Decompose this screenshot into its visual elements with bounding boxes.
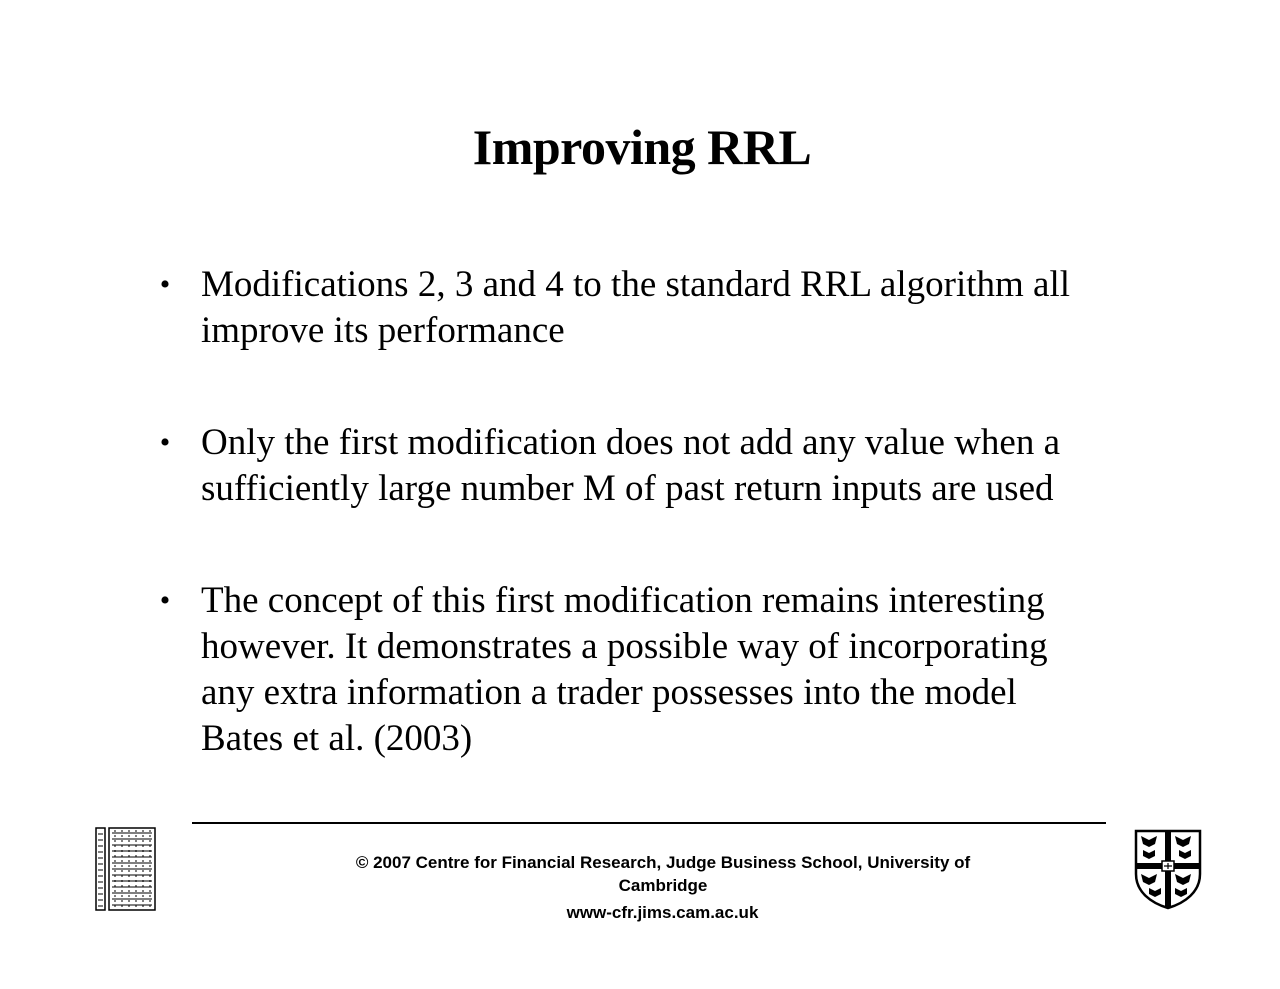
bullet-list: • Modifications 2, 3 and 4 to the standa…	[150, 262, 1150, 762]
footer-url: www-cfr.jims.cam.ac.uk	[566, 903, 759, 922]
footer-copyright-line: Cambridge	[618, 876, 708, 895]
bullet-dot-icon: •	[159, 426, 171, 459]
footer-divider	[192, 822, 1106, 824]
bullet-line: Bates et al. (2003)	[201, 718, 473, 759]
university-of-cambridge-crest-icon	[1133, 828, 1203, 910]
slide-title: Improving RRL	[472, 119, 812, 175]
bullet-line: The concept of this first modification r…	[201, 580, 1045, 621]
bullet-item: • Modifications 2, 3 and 4 to the standa…	[150, 262, 1150, 354]
footer-copyright: © 2007 Centre for Financial Research, Ju…	[296, 851, 1030, 897]
bullet-dot-icon: •	[159, 268, 171, 301]
bullet-line: Modifications 2, 3 and 4 to the standard…	[201, 264, 1071, 305]
bullet-line: improve its performance	[201, 310, 565, 351]
bullet-line: sufficiently large number M of past retu…	[201, 468, 1054, 509]
cfr-logo-icon	[95, 826, 157, 912]
bullet-line: however. It demonstrates a possible way …	[201, 626, 1048, 667]
bullet-line: Only the first modification does not add…	[201, 422, 1061, 463]
bullet-line: any extra information a trader possesses…	[201, 672, 1017, 713]
bullet-item: • The concept of this first modification…	[150, 578, 1150, 762]
bullet-dot-icon: •	[159, 584, 171, 617]
footer-copyright-line: © 2007 Centre for Financial Research, Ju…	[355, 853, 971, 872]
bullet-item: • Only the first modification does not a…	[150, 420, 1150, 512]
